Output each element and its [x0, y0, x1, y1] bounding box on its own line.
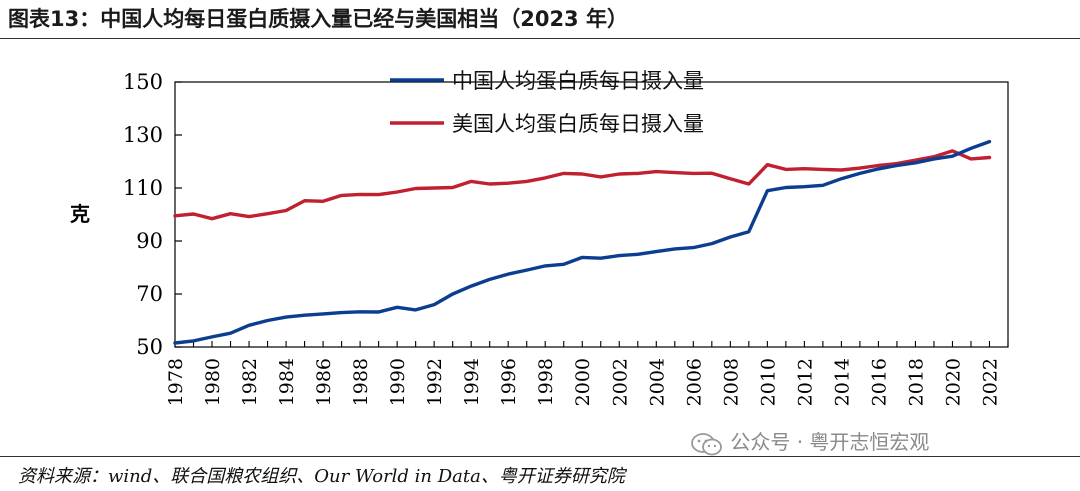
x-tick-label: 2000	[572, 358, 594, 406]
x-tick-label: 2014	[831, 358, 853, 406]
y-tick-label: 90	[136, 229, 163, 253]
y-tick-label: 70	[136, 282, 163, 306]
y-tick-label: 150	[123, 70, 163, 94]
x-tick-label: 1984	[276, 358, 298, 406]
x-tick-label: 2004	[646, 358, 668, 406]
watermark-text: 公众号 · 粤开志恒宏观	[730, 430, 930, 454]
x-tick-label: 1996	[498, 358, 520, 406]
wechat-icon	[691, 432, 722, 455]
x-tick-label: 2002	[609, 358, 631, 406]
watermark: 公众号 · 粤开志恒宏观	[690, 427, 929, 457]
x-tick-label: 1982	[239, 358, 261, 406]
x-tick-label: 1990	[387, 358, 409, 406]
y-tick-label: 110	[123, 176, 163, 200]
y-tick-label: 130	[123, 123, 163, 147]
source-divider	[0, 456, 1080, 457]
x-tick-label: 2010	[757, 358, 779, 406]
series-layer	[173, 139, 992, 345]
x-tick-label: 2022	[979, 358, 1001, 406]
figure-title: 图表13：中国人均每日蛋白质摄入量已经与美国相当（2023 年）	[8, 7, 628, 31]
y-tick-label: 50	[136, 335, 163, 359]
title-divider	[0, 38, 1080, 39]
x-tick-label: 1980	[202, 358, 224, 406]
series-line-0	[173, 139, 992, 345]
x-tick-label: 1986	[313, 358, 335, 406]
source-note: 资料来源：wind、联合国粮农组织、Our World in Data、粤开证券…	[18, 466, 625, 487]
x-tick-label: 2020	[942, 358, 964, 406]
y-axis-label: 克	[70, 202, 90, 226]
legend-label-1: 美国人均蛋白质每日摄入量	[452, 112, 704, 136]
x-tick-label: 1998	[535, 358, 557, 406]
chart-axes: 50 70 90 110 130 150 1978 1980 1982 1984 1986 1988 1…	[123, 70, 1009, 406]
x-tick-label: 1978	[165, 358, 187, 406]
line-chart: 50 70 90 110 130 150 1978 1980 1982 1984 1986 1988 1…	[70, 69, 1009, 406]
x-tick-label: 1994	[461, 358, 483, 406]
x-tick-label: 2006	[683, 358, 705, 406]
x-tick-label: 2008	[720, 358, 742, 406]
x-tick-label: 2016	[868, 358, 890, 406]
series-line-1	[173, 149, 992, 221]
x-tick-label: 1988	[350, 358, 372, 406]
x-tick-label: 2018	[905, 358, 927, 406]
legend-label-0: 中国人均蛋白质每日摄入量	[452, 69, 704, 93]
x-tick-label: 1992	[424, 358, 446, 406]
x-tick-label: 2012	[794, 358, 816, 406]
